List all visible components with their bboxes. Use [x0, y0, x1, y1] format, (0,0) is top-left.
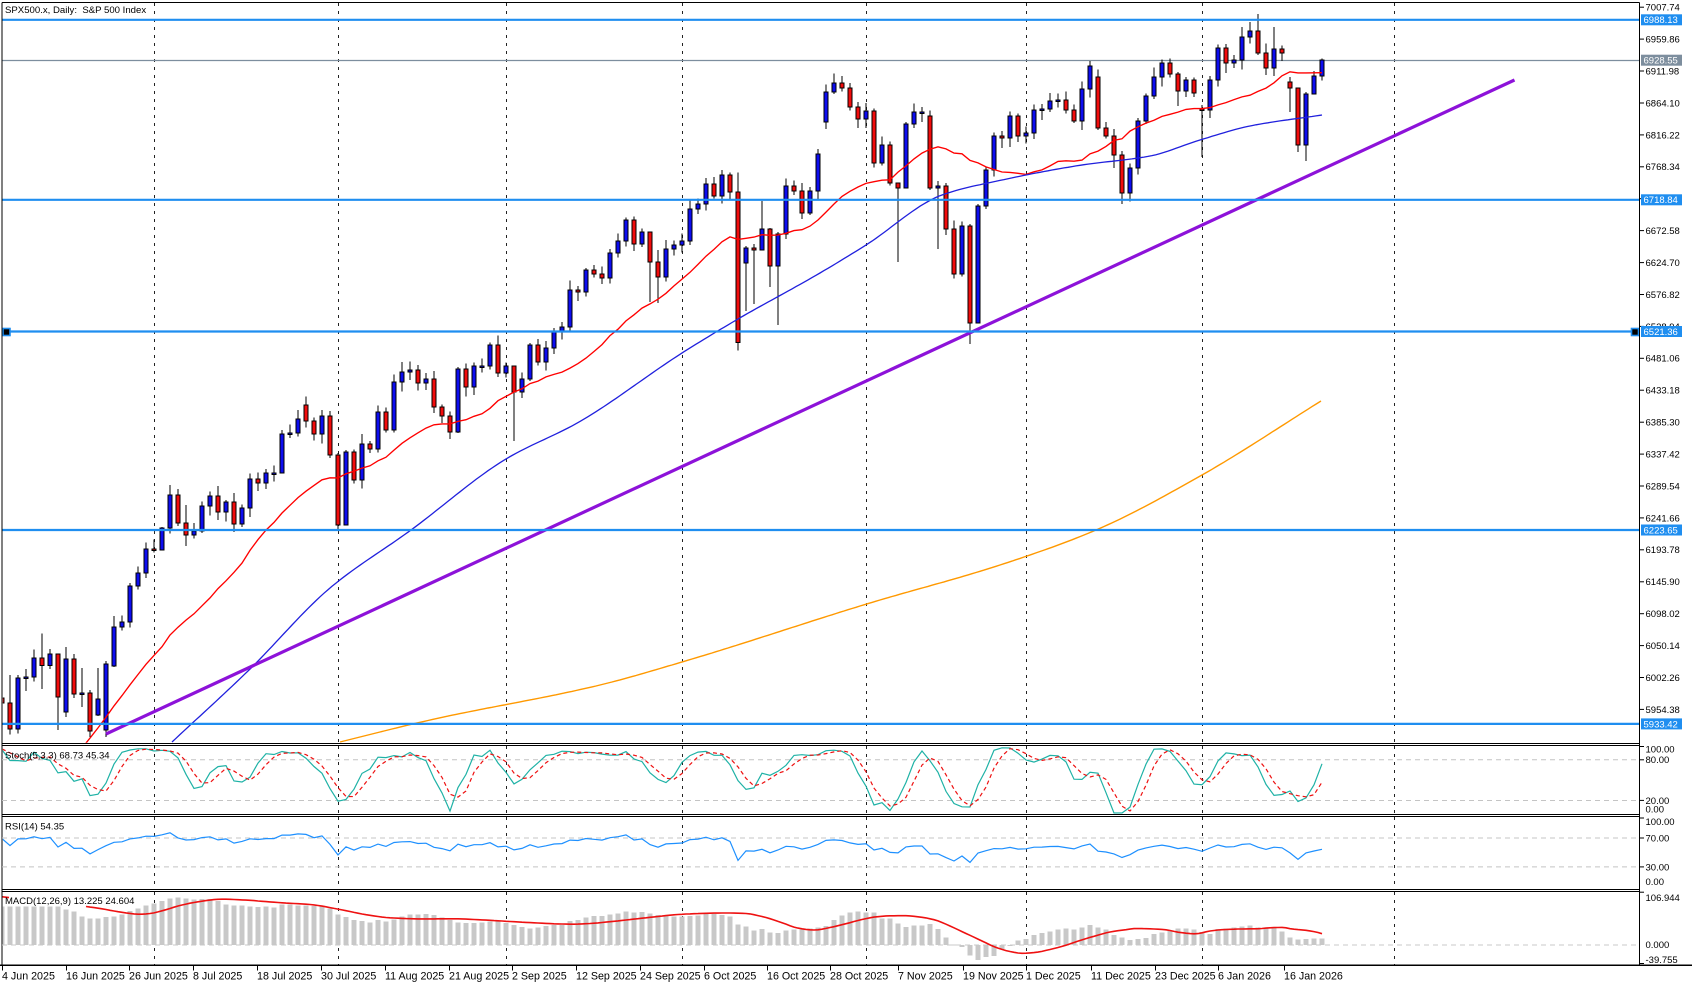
svg-text:30.00: 30.00 [1646, 862, 1670, 873]
svg-text:26 Jun 2025: 26 Jun 2025 [129, 971, 188, 983]
svg-text:7007.74: 7007.74 [1646, 3, 1680, 14]
svg-text:1 Dec 2025: 1 Dec 2025 [1026, 971, 1081, 983]
svg-text:6481.06: 6481.06 [1646, 354, 1680, 365]
svg-text:0.000: 0.000 [1646, 940, 1670, 951]
svg-text:5954.38: 5954.38 [1646, 705, 1680, 716]
svg-text:21 Aug 2025: 21 Aug 2025 [449, 971, 509, 983]
svg-text:19 Nov 2025: 19 Nov 2025 [963, 971, 1024, 983]
svg-text:6002.26: 6002.26 [1646, 673, 1680, 684]
svg-text:6928.55: 6928.55 [1644, 56, 1678, 67]
svg-text:SPX500.x, Daily: S&P 500 Inde: SPX500.x, Daily: S&P 500 Index [5, 5, 146, 16]
svg-text:6050.14: 6050.14 [1646, 641, 1680, 652]
svg-text:6911.98: 6911.98 [1646, 66, 1680, 77]
svg-text:8 Jul 2025: 8 Jul 2025 [193, 971, 242, 983]
svg-text:7 Nov 2025: 7 Nov 2025 [898, 971, 953, 983]
svg-text:6521.36: 6521.36 [1644, 327, 1678, 338]
svg-text:30 Jul 2025: 30 Jul 2025 [321, 971, 376, 983]
svg-text:-39.755: -39.755 [1646, 955, 1678, 966]
svg-text:70.00: 70.00 [1646, 833, 1670, 844]
svg-text:12 Sep 2025: 12 Sep 2025 [576, 971, 637, 983]
svg-text:Stoch(5,3,3) 68.73 45.34: Stoch(5,3,3) 68.73 45.34 [5, 751, 110, 762]
svg-text:6718.84: 6718.84 [1644, 195, 1678, 206]
svg-text:6337.42: 6337.42 [1646, 449, 1680, 460]
svg-text:16 Jun 2025: 16 Jun 2025 [66, 971, 125, 983]
svg-text:2 Sep 2025: 2 Sep 2025 [512, 971, 567, 983]
svg-text:0.00: 0.00 [1646, 805, 1665, 816]
svg-text:6768.34: 6768.34 [1646, 162, 1680, 173]
svg-text:6672.58: 6672.58 [1646, 226, 1680, 237]
svg-text:6289.54: 6289.54 [1646, 481, 1680, 492]
svg-text:16 Oct 2025: 16 Oct 2025 [767, 971, 825, 983]
svg-text:6433.18: 6433.18 [1646, 386, 1680, 397]
svg-text:6 Oct 2025: 6 Oct 2025 [704, 971, 756, 983]
svg-text:RSI(14) 54.35: RSI(14) 54.35 [5, 822, 64, 833]
svg-text:6223.65: 6223.65 [1644, 525, 1678, 536]
svg-text:100.00: 100.00 [1646, 817, 1675, 828]
svg-text:6145.90: 6145.90 [1646, 577, 1680, 588]
svg-text:4 Jun 2025: 4 Jun 2025 [2, 971, 55, 983]
svg-text:80.00: 80.00 [1646, 755, 1670, 766]
svg-text:6 Jan 2026: 6 Jan 2026 [1218, 971, 1271, 983]
svg-text:5933.42: 5933.42 [1644, 719, 1678, 730]
svg-text:MACD(12,26,9) 13.225 24.604: MACD(12,26,9) 13.225 24.604 [5, 896, 134, 907]
svg-text:20.00: 20.00 [1646, 796, 1670, 807]
svg-text:23 Dec 2025: 23 Dec 2025 [1155, 971, 1216, 983]
svg-text:6385.30: 6385.30 [1646, 418, 1680, 429]
svg-text:6193.78: 6193.78 [1646, 545, 1680, 556]
svg-text:6624.70: 6624.70 [1646, 258, 1680, 269]
svg-text:6241.66: 6241.66 [1646, 513, 1680, 524]
svg-text:6959.86: 6959.86 [1646, 35, 1680, 46]
svg-text:0.00: 0.00 [1646, 877, 1665, 888]
svg-text:6576.82: 6576.82 [1646, 290, 1680, 301]
svg-text:6816.22: 6816.22 [1646, 130, 1680, 141]
svg-text:11 Dec 2025: 11 Dec 2025 [1091, 971, 1151, 983]
svg-text:18 Jul 2025: 18 Jul 2025 [257, 971, 312, 983]
svg-text:6864.10: 6864.10 [1646, 98, 1680, 109]
svg-text:28 Oct 2025: 28 Oct 2025 [830, 971, 888, 983]
svg-text:100.00: 100.00 [1646, 744, 1675, 755]
svg-text:6988.13: 6988.13 [1644, 15, 1678, 26]
svg-text:6098.02: 6098.02 [1646, 609, 1680, 620]
svg-text:24 Sep 2025: 24 Sep 2025 [640, 971, 701, 983]
svg-text:16 Jan 2026: 16 Jan 2026 [1284, 971, 1343, 983]
svg-text:11 Aug 2025: 11 Aug 2025 [385, 971, 444, 983]
svg-text:106.944: 106.944 [1646, 893, 1680, 904]
